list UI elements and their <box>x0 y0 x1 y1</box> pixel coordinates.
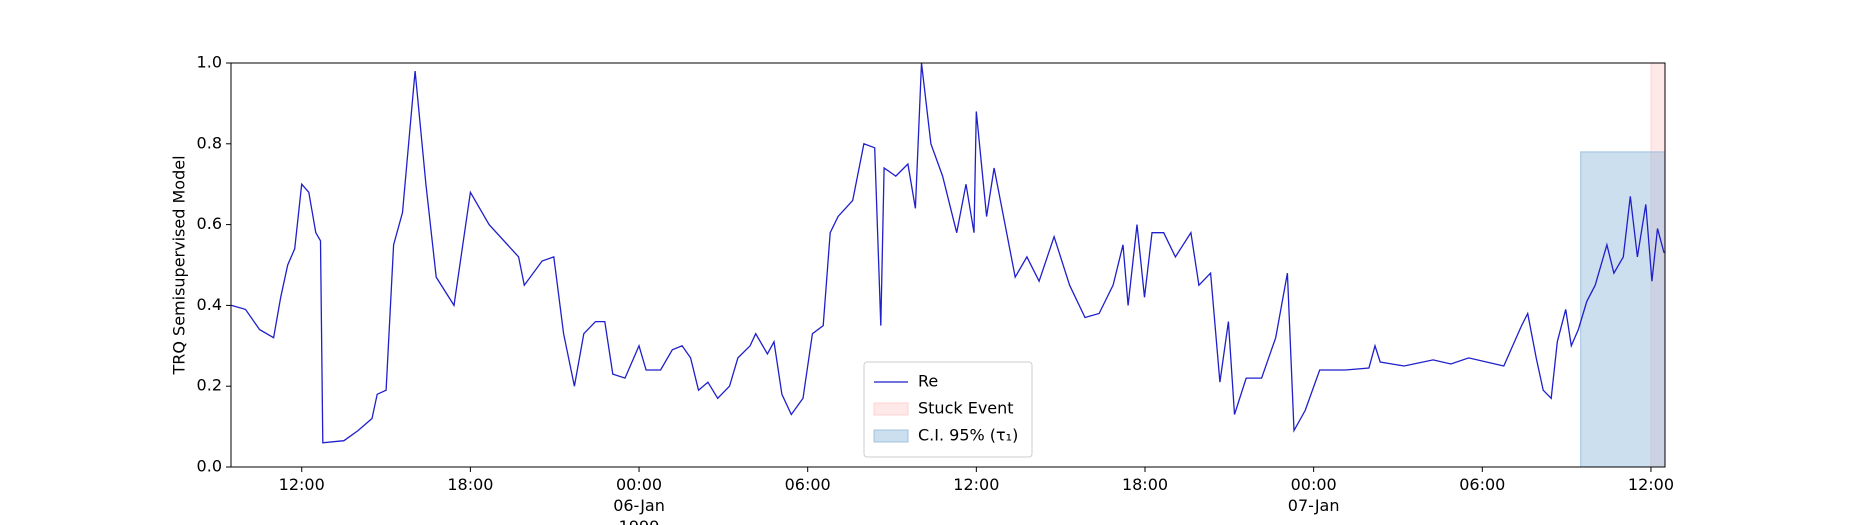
legend-swatch <box>873 402 909 416</box>
x-tick-label: 18:00 <box>447 475 493 494</box>
x-tick-label: 12:00 <box>279 475 325 494</box>
x-tick-label: 06:00 <box>1459 475 1505 494</box>
y-tick-label: 0.2 <box>197 376 222 395</box>
x-tick-label: 18:00 <box>1122 475 1168 494</box>
x-tick-label: 06:00 <box>785 475 831 494</box>
y-tick-label: 0.4 <box>197 295 222 314</box>
legend-label: C.I. 95% (τ₁) <box>918 426 1018 445</box>
y-tick-label: 1.0 <box>197 53 222 72</box>
legend-label: Stuck Event <box>918 399 1014 418</box>
y-axis-label: TRQ Semisupervised Model <box>170 155 189 375</box>
x-tick-label: 00:00 07-Jan <box>1288 475 1340 515</box>
legend-label: Re <box>918 372 938 391</box>
x-tick-label: 12:00 <box>1628 475 1674 494</box>
legend-box <box>863 361 1033 458</box>
y-tick-label: 0.0 <box>197 457 222 476</box>
y-tick-label: 0.8 <box>197 133 222 152</box>
legend: Re Stuck Event C.I. 95% (τ₁) <box>863 361 1033 458</box>
x-tick-label: 12:00 <box>953 475 999 494</box>
plot-frame <box>230 62 1666 468</box>
legend-swatch <box>873 429 909 443</box>
y-tick-label: 0.6 <box>197 214 222 233</box>
span <box>1580 151 1666 468</box>
line <box>231 62 1665 444</box>
